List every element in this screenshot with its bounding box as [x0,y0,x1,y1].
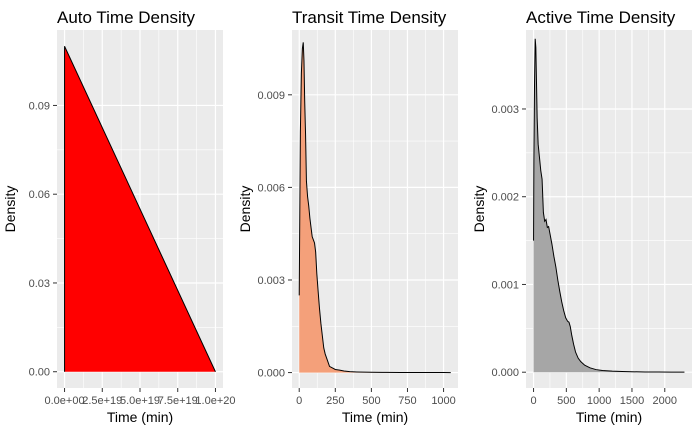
active-x-tick-label: 2000 [653,395,677,407]
transit-y-axis-label: Density [237,186,253,233]
auto-x-axis-label: Time (min) [107,409,173,425]
auto-y-tick-label: 0.09 [29,100,50,112]
active-x-tick-label: 0 [530,395,536,407]
active-y-tick-label: 0.002 [491,192,519,204]
active-density-area [533,38,685,373]
transit-x-axis-label: Time (min) [342,409,408,425]
active-y-axis-label: Density [471,186,487,233]
auto-x-tick-label: 5.0e+19 [120,395,160,407]
transit-x-tick-label: 1000 [431,395,455,407]
active-x-tick-label: 500 [557,395,575,407]
auto-x-tick-label: 0.0e+00 [45,395,85,407]
active-x-tick-label: 1000 [587,395,611,407]
active-x-axis-label: Time (min) [576,409,642,425]
auto-y-tick-label: 0.03 [29,278,50,290]
transit-density-line [298,42,451,374]
auto-chart-title: Auto Time Density [57,8,195,27]
active-x-tick-label: 1500 [620,395,644,407]
active-chart-title: Active Time Density [526,8,676,27]
auto-x-tick-label: 1.0e+20 [195,395,235,407]
transit-x-tick-label: 750 [398,395,416,407]
transit-y-tick-label: 0.006 [257,182,285,194]
active-y-tick-label: 0.003 [491,104,519,116]
transit-y-tick-label: 0.003 [257,275,285,287]
active-y-tick-label: 0.001 [491,279,519,291]
auto-x-tick-label: 7.5e+19 [158,395,198,407]
transit-y-tick-label: 0.009 [257,90,285,102]
auto-y-tick-label: 0.06 [29,189,50,201]
transit-y-tick-label: 0.000 [257,368,285,380]
transit-x-tick-label: 500 [362,395,380,407]
transit-density-area [299,42,451,373]
auto-y-tick-label: 0.00 [29,367,50,379]
transit-x-tick-label: 250 [326,395,344,407]
auto-density-line [64,46,216,372]
auto-x-tick-label: 2.5e+19 [82,395,122,407]
active-density-line [533,38,685,373]
transit-x-tick-label: 0 [296,395,302,407]
transit-chart-title: Transit Time Density [292,8,447,27]
active-y-tick-label: 0.000 [491,367,519,379]
auto-y-axis-label: Density [2,186,18,233]
